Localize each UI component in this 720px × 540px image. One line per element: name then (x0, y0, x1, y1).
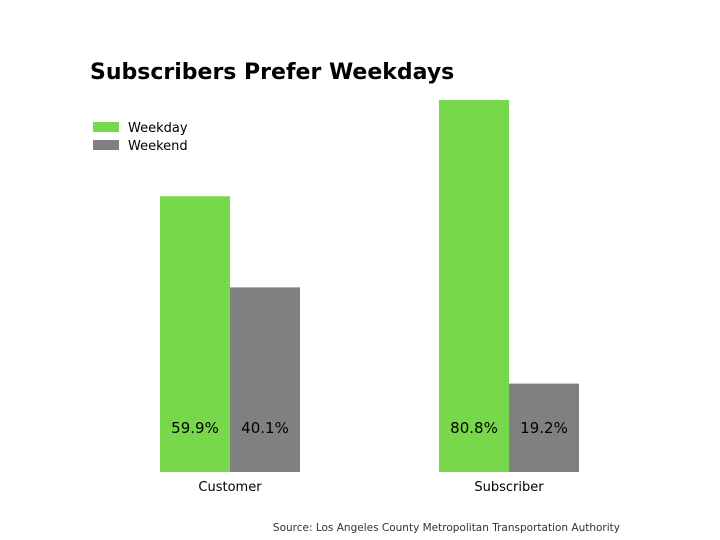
legend-swatch-weekday (93, 122, 119, 132)
data-label-weekday-subscriber: 80.8% (450, 419, 498, 437)
x-tick-label-customer: Customer (198, 480, 262, 495)
x-tick-label-subscriber: Subscriber (474, 480, 544, 495)
x-axis-tick-labels: Customer Subscriber (198, 480, 544, 495)
bar-weekday-subscriber (439, 100, 509, 472)
bars-group (160, 100, 579, 472)
legend-swatch-weekend (93, 140, 119, 150)
data-label-weekend-customer: 40.1% (241, 419, 289, 437)
legend-label-weekday: Weekday (128, 121, 188, 136)
data-label-weekday-customer: 59.9% (171, 419, 219, 437)
bar-weekday-customer (160, 196, 230, 472)
source-note: Source: Los Angeles County Metropolitan … (273, 522, 620, 534)
data-labels-group: 59.9% 40.1% 80.8% 19.2% (171, 419, 568, 437)
bar-weekend-subscriber (509, 383, 579, 472)
data-label-weekend-subscriber: 19.2% (520, 419, 568, 437)
chart-title: Subscribers Prefer Weekdays (90, 60, 454, 85)
legend-label-weekend: Weekend (128, 139, 188, 154)
bar-weekend-customer (230, 287, 300, 472)
legend: Weekday Weekend (93, 121, 188, 154)
